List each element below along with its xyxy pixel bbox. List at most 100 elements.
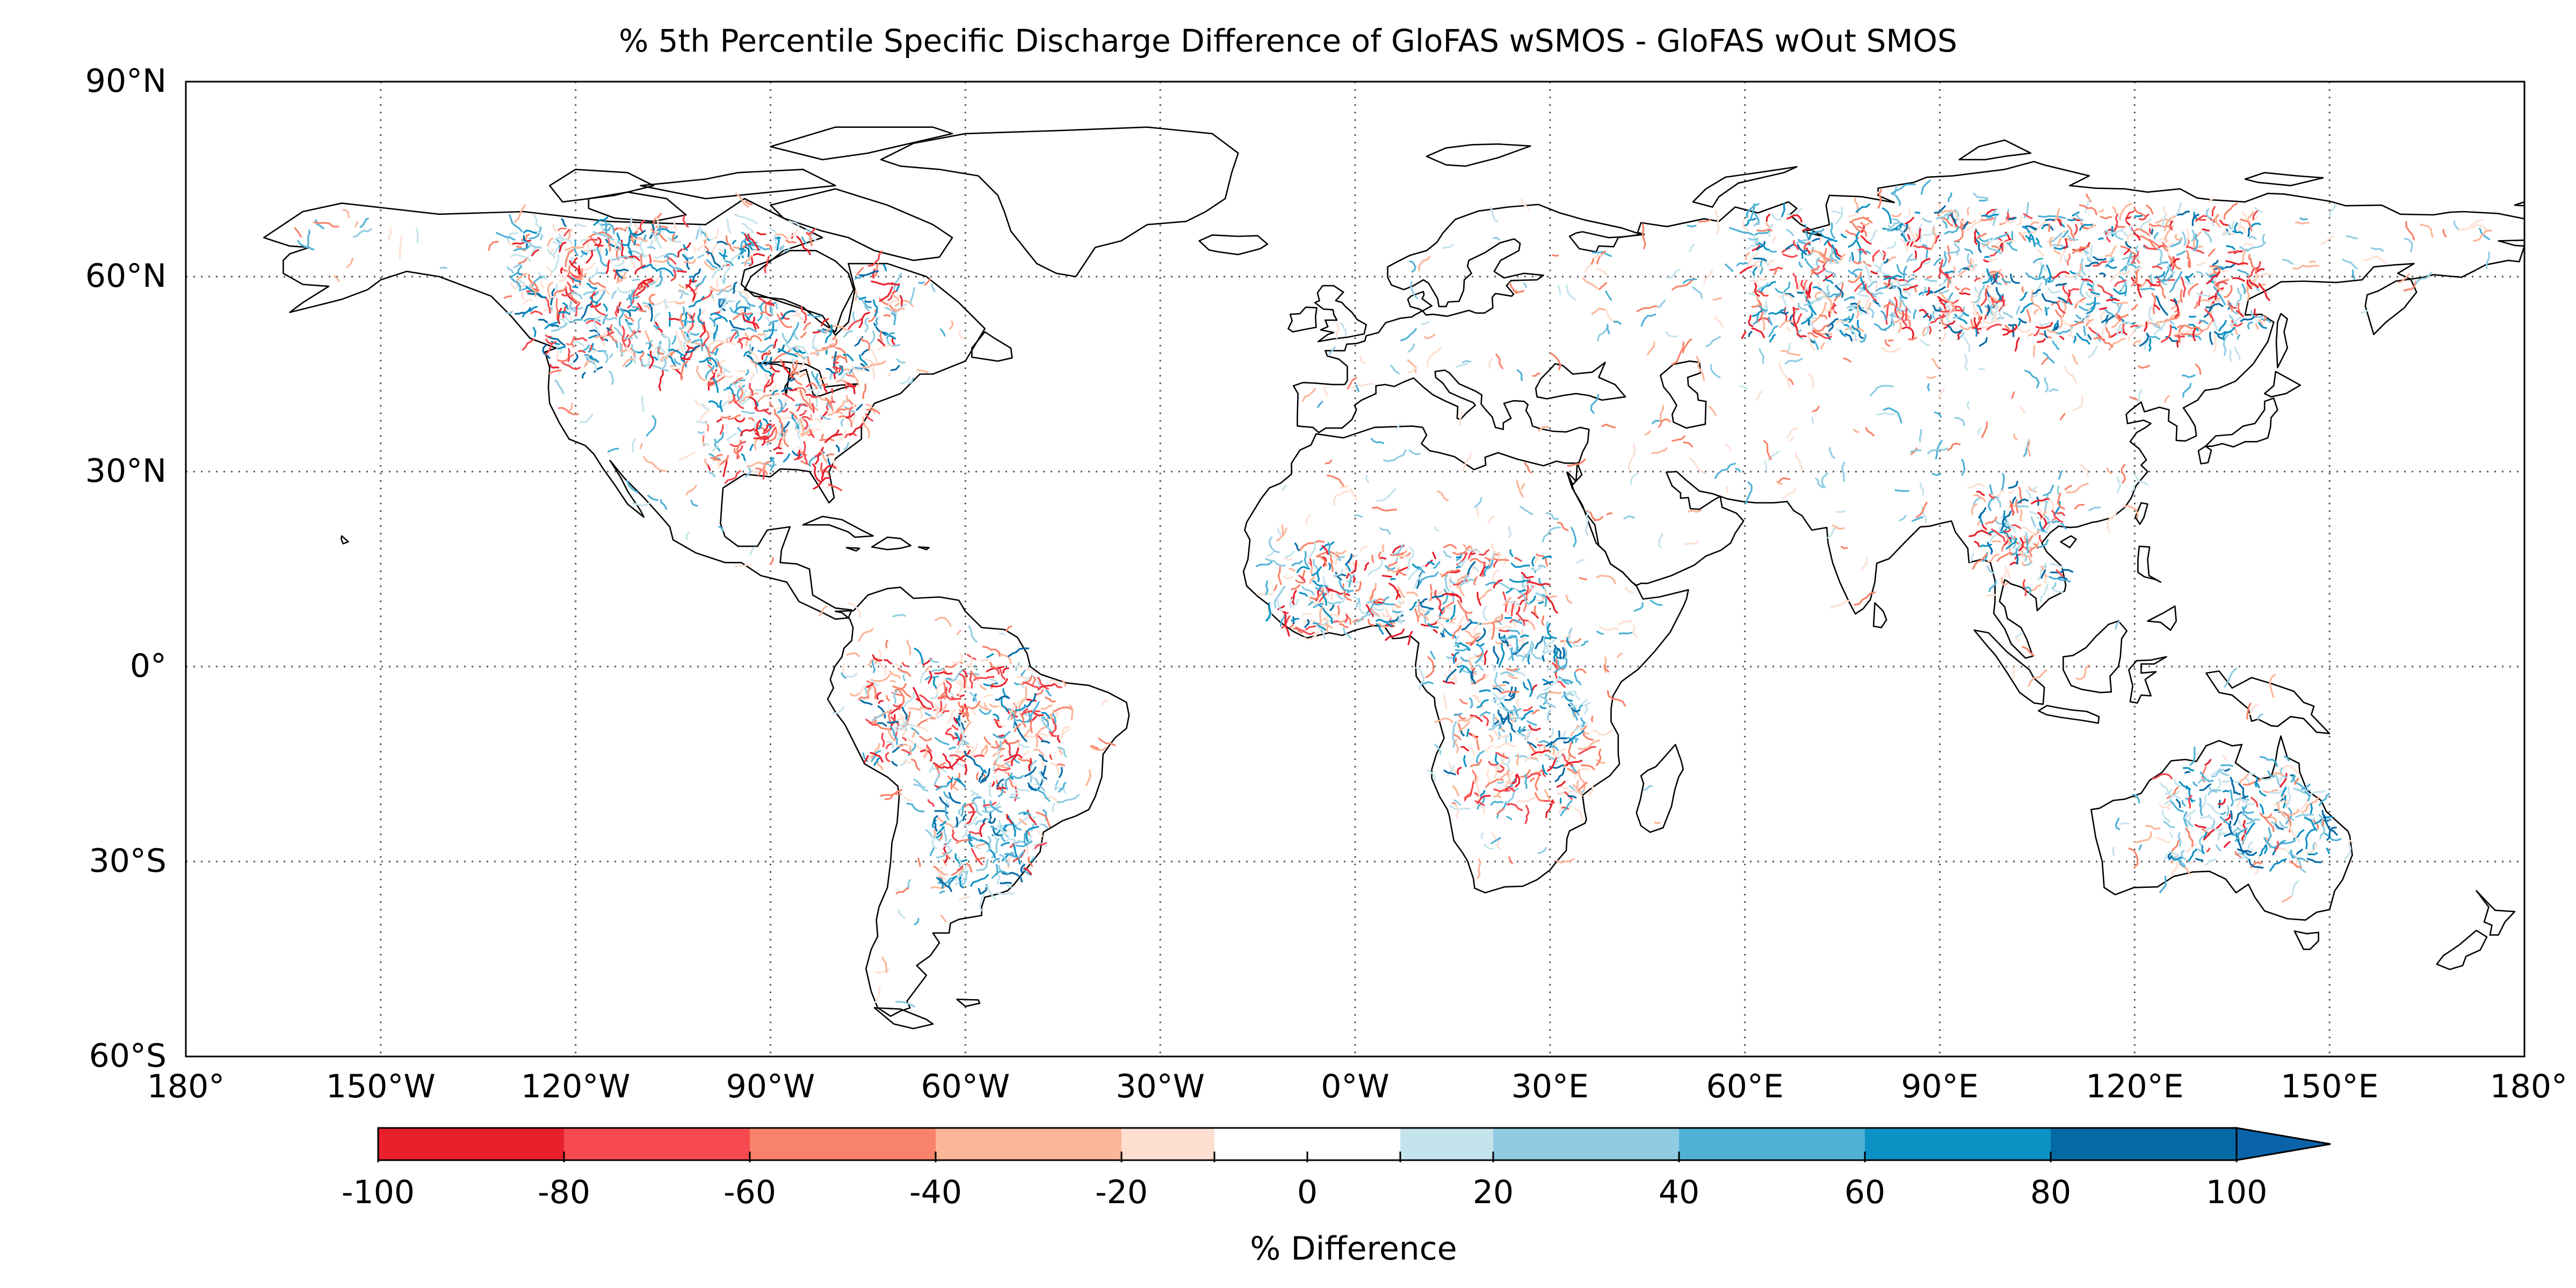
- river-segment: [933, 772, 941, 786]
- river-segment: [736, 439, 742, 458]
- river-segment: [1325, 613, 1340, 625]
- river-segment: [2130, 484, 2135, 493]
- river-segment: [898, 689, 905, 711]
- river-segment: [1645, 430, 1651, 436]
- river-segment: [1874, 300, 1879, 305]
- river-segment: [2217, 778, 2222, 791]
- river-segment: [2234, 222, 2246, 233]
- river-segment: [641, 395, 645, 413]
- river-segment: [1488, 761, 1505, 769]
- river-segment: [1981, 421, 1988, 438]
- river-segment: [1016, 665, 1022, 669]
- river-segment: [567, 265, 571, 278]
- river-segment: [821, 318, 829, 327]
- river-segment: [945, 800, 950, 807]
- river-segment: [1517, 654, 1530, 660]
- river-segment: [633, 356, 637, 364]
- river-segment: [1541, 615, 1545, 626]
- river-segment: [1812, 330, 1833, 339]
- river-segment: [2157, 314, 2176, 323]
- river-segment: [2184, 818, 2194, 827]
- river-segment: [796, 450, 800, 460]
- river-segment: [809, 352, 819, 357]
- river-segment: [1461, 360, 1472, 364]
- river-segment: [736, 445, 743, 460]
- river-segment: [1974, 286, 1979, 293]
- river-segment: [2043, 352, 2055, 364]
- river-segment: [2250, 258, 2257, 272]
- river-segment: [1474, 664, 1484, 671]
- river-segment: [2049, 237, 2052, 248]
- river-segment: [1991, 245, 2002, 250]
- river-segment: [854, 276, 863, 280]
- river-segment: [1504, 691, 1516, 701]
- river-segment: [1856, 300, 1861, 319]
- river-segment: [1981, 213, 1999, 218]
- river-segment: [2284, 756, 2290, 762]
- river-segment: [764, 323, 775, 341]
- river-segment: [1004, 852, 1016, 858]
- river-segment: [2131, 250, 2139, 264]
- river-segment: [2138, 214, 2150, 221]
- river-segment: [1884, 276, 1908, 283]
- lon-tick-label: 60°E: [1706, 1068, 1784, 1105]
- river-segment: [990, 678, 1008, 688]
- river-segment: [1432, 595, 1444, 599]
- river-segment: [1371, 555, 1374, 563]
- river-segment: [2114, 213, 2119, 231]
- river-segment: [958, 330, 966, 340]
- river-segment: [2251, 797, 2259, 808]
- river-segment: [796, 236, 811, 255]
- river-segment: [782, 332, 788, 344]
- river-segment: [2047, 287, 2061, 294]
- river-segment: [671, 233, 675, 242]
- river-segment: [2319, 793, 2330, 807]
- river-segment: [1517, 726, 1526, 732]
- river-segment: [959, 709, 968, 714]
- river-segment: [2153, 232, 2159, 240]
- river-segment: [1472, 733, 1479, 741]
- river-segment: [648, 254, 652, 264]
- river-segment: [1484, 556, 1509, 561]
- river-segment: [2016, 553, 2019, 565]
- river-segment: [2009, 500, 2014, 505]
- river-segment: [2206, 271, 2220, 285]
- river-segment: [660, 356, 665, 362]
- river-segment: [2225, 260, 2248, 265]
- river-segment: [2048, 223, 2051, 232]
- river-segment: [2170, 856, 2183, 861]
- river-segment: [1824, 238, 1838, 246]
- river-segment: [1432, 552, 1437, 560]
- lon-tick-label: 120°W: [520, 1068, 631, 1105]
- river-segment: [2195, 364, 2202, 375]
- river-segment: [2057, 237, 2062, 247]
- river-segment: [1972, 497, 1982, 507]
- river-segment: [2246, 279, 2252, 290]
- river-segment: [1986, 594, 1996, 597]
- river-segment: [2238, 820, 2243, 827]
- river-segment: [932, 815, 938, 832]
- coastline-canadian-archipelago-1: [770, 126, 953, 161]
- river-segment: [2060, 523, 2067, 530]
- river-segment: [594, 317, 600, 334]
- river-segment: [2244, 242, 2255, 249]
- river-segment: [2248, 279, 2259, 288]
- river-segment: [554, 236, 573, 244]
- river-segment: [1543, 677, 1563, 691]
- river-segment: [753, 435, 770, 439]
- river-segment: [2152, 265, 2162, 270]
- river-segment: [789, 411, 798, 419]
- river-segment: [1624, 587, 1634, 594]
- river-segment: [1090, 745, 1099, 750]
- river-segment: [991, 781, 995, 787]
- river-segment: [1901, 234, 1907, 242]
- river-segment: [1316, 401, 1323, 408]
- river-segment: [995, 864, 998, 875]
- river-segment: [1575, 668, 1587, 674]
- river-segment: [718, 300, 726, 312]
- river-segment: [746, 327, 757, 332]
- river-segment: [1959, 324, 1977, 330]
- river-segment: [1432, 629, 1438, 634]
- river-segment: [1963, 312, 1970, 317]
- river-segment: [1019, 713, 1026, 728]
